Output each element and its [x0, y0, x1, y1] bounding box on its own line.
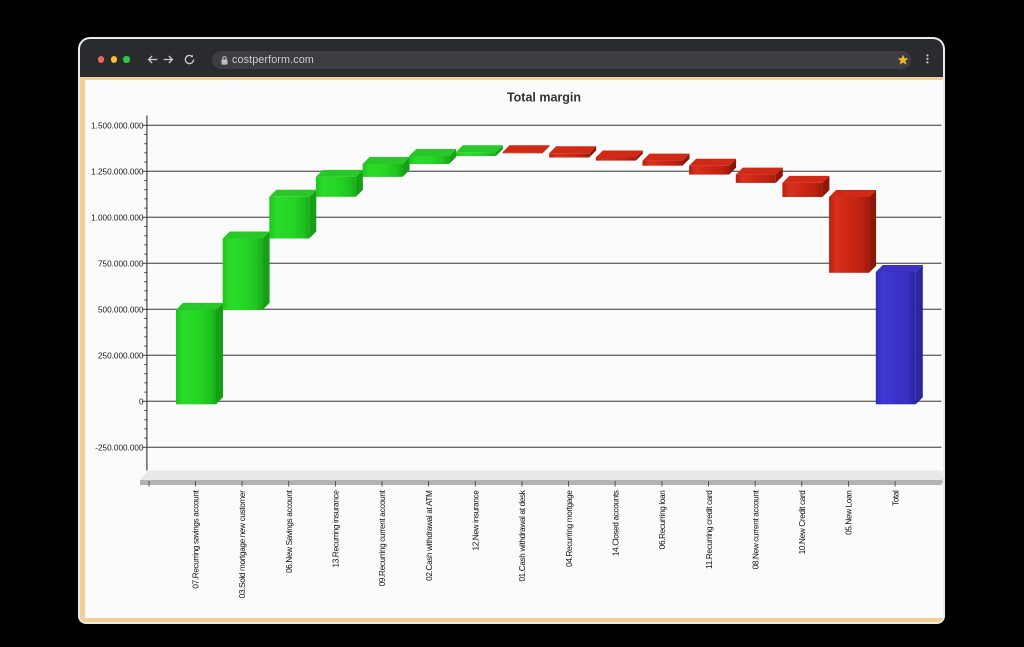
svg-text:0: 0	[139, 398, 144, 407]
svg-text:12.New insurance: 12.New insurance	[472, 490, 481, 551]
svg-text:1.500.000.000: 1.500.000.000	[91, 122, 144, 131]
svg-text:250.000.000: 250.000.000	[98, 352, 144, 361]
svg-text:01.Cash withdrawal at desk: 01.Cash withdrawal at desk	[518, 489, 527, 581]
svg-text:11.Recurring credit card: 11.Recurring credit card	[705, 490, 714, 569]
svg-text:02.Cash withdrawal at ATM: 02.Cash withdrawal at ATM	[425, 490, 434, 581]
svg-text:05.New Loan: 05.New Loan	[845, 490, 854, 535]
svg-text:09.Recurring current account: 09.Recurring current account	[378, 489, 387, 586]
svg-text:08.New current account: 08.New current account	[751, 489, 760, 569]
svg-text:07.Recurring savings account: 07.Recurring savings account	[192, 489, 201, 588]
svg-text:Total: Total	[891, 490, 900, 506]
svg-text:500.000.000: 500.000.000	[98, 306, 144, 315]
svg-text:1.250.000.000: 1.250.000.000	[91, 168, 144, 177]
svg-text:04.Recurring mortgage: 04.Recurring mortgage	[565, 490, 574, 567]
svg-text:06.Recurring loan: 06.Recurring loan	[658, 490, 667, 549]
svg-text:1.000.000.000: 1.000.000.000	[91, 214, 144, 223]
svg-text:-250.000.000: -250.000.000	[95, 444, 144, 453]
svg-text:14.Closed accounts: 14.Closed accounts	[612, 490, 621, 556]
svg-text:750.000.000: 750.000.000	[98, 260, 144, 269]
svg-text:03.Sold mortgage new customer: 03.Sold mortgage new customer	[238, 490, 247, 598]
svg-text:06.New Savings account: 06.New Savings account	[285, 489, 294, 572]
svg-text:Total margin: Total margin	[507, 91, 581, 105]
svg-text:13.Recurring insurance: 13.Recurring insurance	[332, 490, 341, 568]
svg-text:10.New Credit card: 10.New Credit card	[798, 490, 807, 555]
